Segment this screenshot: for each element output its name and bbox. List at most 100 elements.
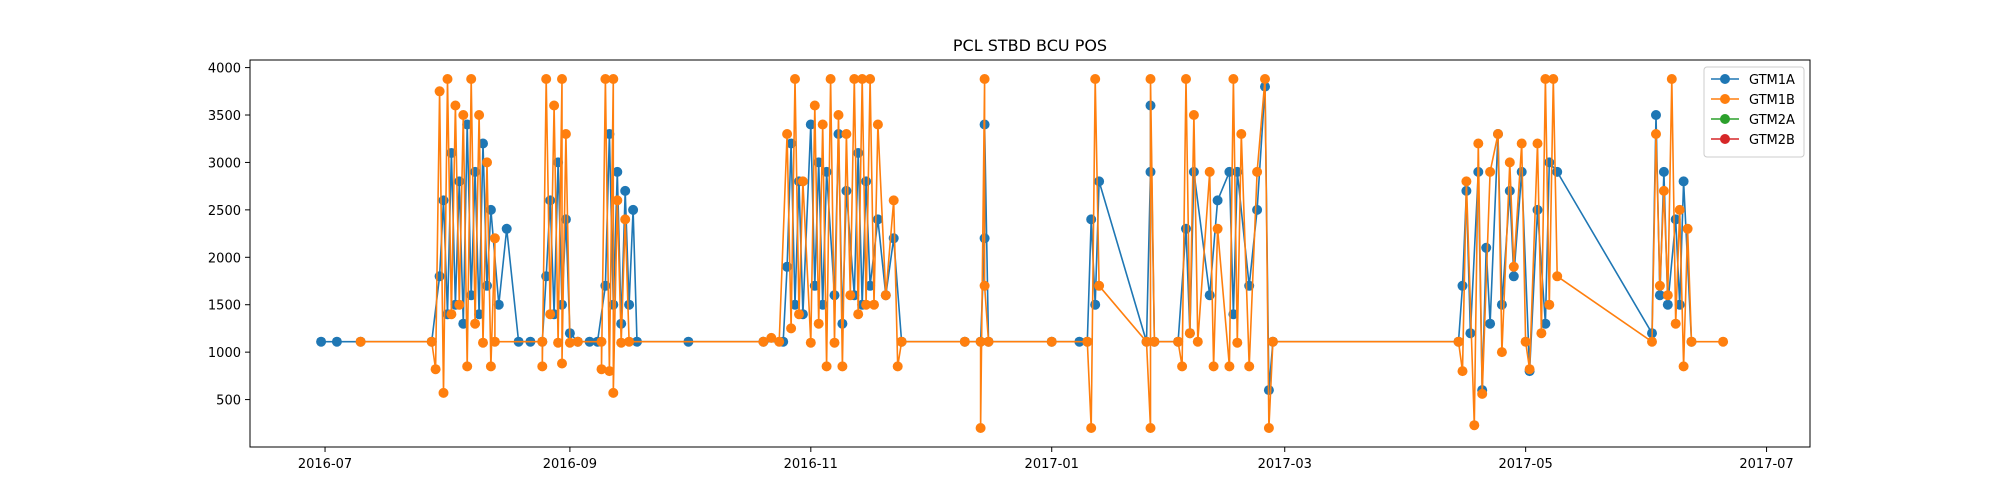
x-tick-label: 2016-09: [543, 457, 597, 472]
data-point: [553, 337, 564, 348]
data-point: [608, 387, 619, 398]
data-point: [794, 309, 804, 320]
data-point: [1473, 138, 1484, 149]
data-point: [1461, 176, 1472, 187]
series-layer: [316, 74, 1729, 433]
data-point: [1236, 129, 1247, 139]
data-point: [1481, 242, 1492, 253]
data-point: [782, 129, 793, 139]
data-point: [1508, 261, 1519, 272]
data-point: [1651, 110, 1661, 120]
data-point: [1504, 157, 1515, 168]
data-point: [1532, 204, 1543, 215]
data-point: [1177, 361, 1188, 372]
data-point: [620, 185, 631, 196]
data-point: [616, 337, 627, 348]
data-point: [1504, 185, 1515, 196]
data-point: [861, 299, 872, 310]
data-point: [1544, 299, 1555, 310]
x-tick-label: 2017-01: [1025, 457, 1079, 472]
data-point: [537, 361, 548, 372]
data-point: [604, 366, 615, 377]
data-point: [545, 195, 556, 206]
plot-frame: [249, 59, 1811, 448]
data-point: [1520, 336, 1531, 347]
data-point: [1181, 223, 1191, 234]
data-point: [1228, 74, 1239, 84]
data-point: [355, 336, 366, 347]
data-point: [845, 290, 856, 301]
data-point: [1654, 290, 1665, 301]
data-point: [624, 336, 635, 347]
data-point: [786, 323, 797, 334]
data-point: [454, 176, 465, 187]
legend-label: GTM2A: [1749, 113, 1795, 128]
data-point: [1208, 361, 1219, 372]
data-point: [1686, 336, 1697, 347]
data-point: [861, 176, 872, 187]
data-point: [557, 358, 567, 369]
data-point: [600, 74, 611, 84]
data-point: [1457, 366, 1468, 377]
data-point: [758, 336, 769, 347]
series-gtm1a: [316, 81, 1697, 396]
data-point: [821, 361, 832, 372]
legend-marker: [1720, 134, 1730, 144]
x-tick-label: 2016-11: [784, 457, 838, 472]
data-point: [1666, 74, 1677, 84]
data-point: [1082, 336, 1093, 347]
data-point: [1678, 361, 1689, 372]
data-point: [829, 337, 840, 348]
data-point: [442, 74, 453, 84]
data-point: [1260, 74, 1270, 84]
y-tick-label: 2500: [208, 204, 241, 219]
data-point: [478, 138, 488, 149]
data-point: [857, 74, 868, 84]
legend-label: GTM1B: [1749, 93, 1795, 108]
data-point: [430, 364, 441, 375]
data-point: [1046, 336, 1057, 347]
data-point: [596, 364, 607, 375]
data-point: [612, 195, 623, 206]
data-point: [482, 157, 492, 168]
data-point: [865, 74, 876, 84]
data-point: [1145, 423, 1156, 433]
data-point: [1651, 129, 1661, 139]
data-point: [466, 74, 477, 84]
data-point: [1204, 166, 1215, 177]
data-point: [1493, 129, 1503, 139]
data-point: [1212, 223, 1223, 234]
data-point: [892, 361, 903, 372]
data-point: [537, 336, 548, 347]
data-point: [1485, 318, 1496, 329]
data-point: [450, 100, 461, 111]
legend: GTM1A GTM1B GTM2A GTM2B: [1703, 66, 1805, 158]
data-point: [1252, 204, 1263, 215]
data-point: [1090, 74, 1101, 84]
data-point: [620, 214, 631, 225]
data-point: [1192, 336, 1203, 347]
y-tick-label: 4000: [208, 62, 241, 77]
x-tick-label: 2017-05: [1498, 457, 1552, 472]
data-point: [869, 299, 879, 310]
data-point: [888, 195, 899, 206]
y-tick-label: 2000: [208, 251, 241, 266]
data-point: [817, 119, 828, 130]
data-point: [501, 223, 512, 234]
data-point: [1532, 138, 1543, 149]
data-point: [896, 336, 907, 347]
data-point: [478, 337, 488, 348]
y-axis: 500 1000 1500 2000 2500 3000 3500 4000: [208, 62, 250, 409]
y-tick-label: 1500: [208, 299, 241, 314]
data-point: [979, 280, 990, 291]
data-point: [841, 185, 852, 196]
data-point: [549, 100, 560, 111]
data-point: [1141, 336, 1152, 347]
data-point: [1670, 318, 1681, 329]
data-point: [1658, 185, 1669, 196]
data-point: [1232, 337, 1243, 348]
data-point: [1477, 388, 1488, 399]
data-point: [572, 336, 583, 347]
data-point: [1674, 204, 1685, 215]
